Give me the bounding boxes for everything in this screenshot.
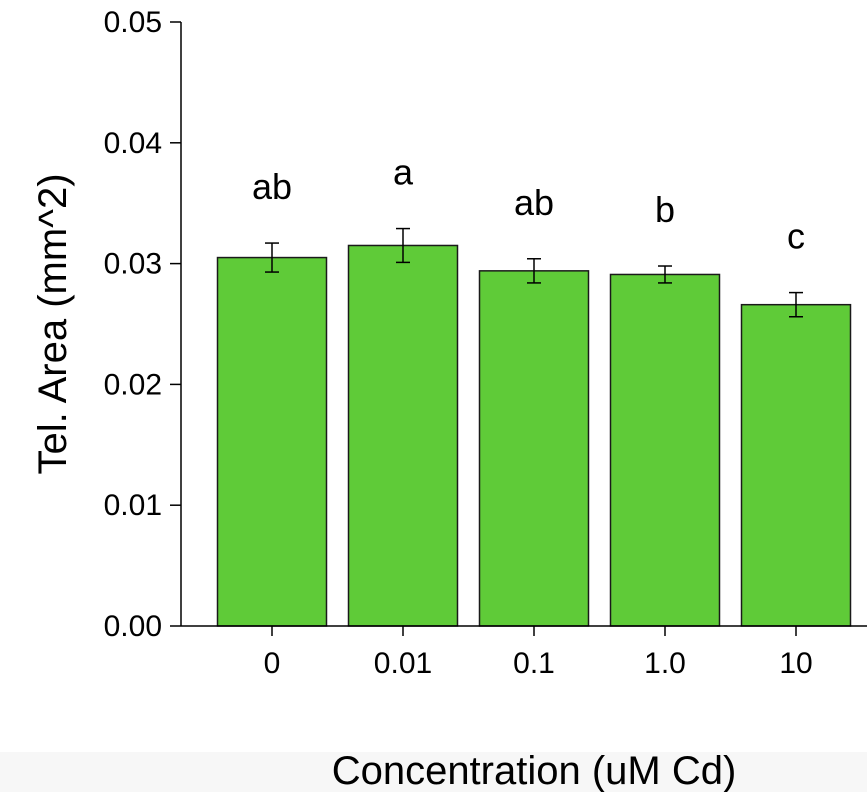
significance-label: b [655, 189, 675, 230]
y-tick-label: 0.00 [104, 610, 162, 643]
bars-layer [216, 244, 852, 627]
significance-label: a [393, 152, 414, 193]
y-tick-label: 0.04 [104, 127, 162, 160]
x-tick-label: 0.1 [513, 647, 555, 680]
y-tick-label: 0.02 [104, 368, 162, 401]
x-tick-label: 0.01 [374, 647, 432, 680]
significance-label: ab [514, 182, 554, 223]
error-bar-0 [265, 242, 279, 273]
error-bar-1.0 [658, 265, 672, 284]
x-tick-label: 10 [779, 647, 812, 680]
bar-0 [216, 256, 328, 627]
error-bar-0.01 [396, 227, 410, 264]
x-ticks-layer: 0 0.01 0.1 1.0 10 [264, 626, 813, 680]
bar-1.0 [609, 273, 721, 627]
error-bar-0.1 [527, 258, 541, 284]
significance-label: c [787, 216, 805, 257]
bar-0.01 [347, 244, 459, 627]
bar-10 [740, 303, 852, 627]
x-tick-label: 1.0 [644, 647, 686, 680]
x-axis-title: Concentration (uM Cd) [332, 749, 737, 792]
significance-label: ab [252, 166, 292, 207]
y-ticks-layer: 0.00 0.01 0.02 0.03 0.04 0.05 [104, 6, 181, 643]
x-tick-label: 0 [264, 647, 281, 680]
axes-layer [180, 22, 867, 627]
y-tick-label: 0.03 [104, 248, 162, 281]
error-bar-10 [789, 291, 803, 318]
y-axis-title: Tel. Area (mm^2) [31, 173, 75, 474]
y-tick-label: 0.01 [104, 489, 162, 522]
bottom-band [0, 752, 867, 792]
error-bars-layer [265, 227, 803, 318]
y-tick-label: 0.05 [104, 6, 162, 39]
significance-labels-layer: ab a ab b c [252, 152, 805, 257]
bar-0.1 [478, 270, 590, 627]
